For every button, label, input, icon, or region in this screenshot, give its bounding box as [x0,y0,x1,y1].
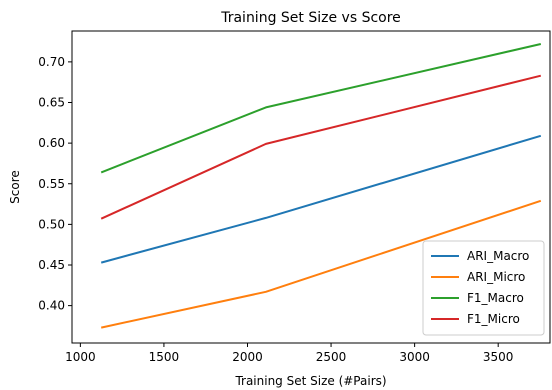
series-line-f1-micro [100,74,542,220]
y-tick-label: 0.60 [38,136,65,150]
y-tick-label: 0.70 [38,55,65,69]
legend-label-ari-macro: ARI_Macro [467,249,529,263]
legend-label-f1-micro: F1_Micro [467,312,520,326]
y-tick-label: 0.65 [38,96,65,110]
legend-label-f1-macro: F1_Macro [467,291,524,305]
x-tick-label: 2000 [232,350,263,364]
y-axis: 0.40 0.45 0.50 0.55 0.60 0.65 0.70 [38,55,72,313]
series-line-ari-micro [100,199,542,329]
x-tick-label: 3500 [483,350,514,364]
series-line-f1-macro [100,43,542,174]
series-lines [100,43,542,329]
chart-title: Training Set Size vs Score [220,10,401,26]
x-tick-label: 1000 [65,350,96,364]
plot-frame [71,30,551,344]
x-tick-label: 1500 [149,350,180,364]
legend: ARI_Macro ARI_Micro F1_Macro F1_Micro [422,240,545,336]
x-tick-label: 2500 [316,350,347,364]
legend-label-ari-micro: ARI_Micro [467,270,525,284]
legend-box [422,240,545,336]
y-tick-label: 0.45 [38,258,65,272]
plot-area [71,30,551,344]
x-axis-label: Training Set Size (#Pairs) [234,374,386,388]
y-tick-label: 0.50 [38,217,65,231]
x-tick-label: 3000 [399,350,430,364]
y-tick-label: 0.40 [38,299,65,313]
x-axis: 1000 1500 2000 2500 3000 3500 [65,343,513,364]
y-axis-label: Score [8,170,22,204]
y-tick-label: 0.55 [38,177,65,191]
series-line-ari-macro [100,134,542,264]
